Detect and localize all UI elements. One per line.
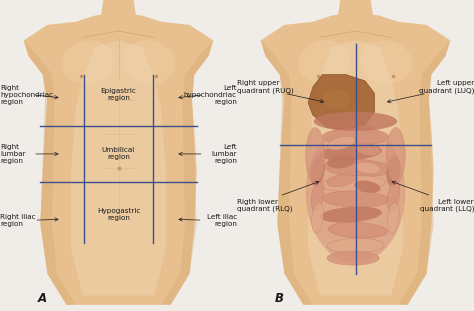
Ellipse shape xyxy=(355,143,380,156)
Polygon shape xyxy=(308,75,374,131)
Text: Epigastric
region: Epigastric region xyxy=(100,88,137,101)
Polygon shape xyxy=(398,40,450,305)
Text: Left
lumbar
region: Left lumbar region xyxy=(211,144,237,164)
Ellipse shape xyxy=(355,162,380,174)
Ellipse shape xyxy=(321,176,385,191)
Text: Rigth lower
quadrant (RLQ): Rigth lower quadrant (RLQ) xyxy=(237,198,292,212)
Ellipse shape xyxy=(322,128,389,145)
Ellipse shape xyxy=(306,123,405,263)
Text: A: A xyxy=(38,292,47,305)
Ellipse shape xyxy=(311,156,324,186)
Text: Left
hypochondriac
region: Left hypochondriac region xyxy=(184,85,237,105)
Ellipse shape xyxy=(311,181,324,211)
Ellipse shape xyxy=(327,174,356,187)
Ellipse shape xyxy=(387,156,400,186)
Ellipse shape xyxy=(327,238,384,253)
Ellipse shape xyxy=(360,40,412,84)
Ellipse shape xyxy=(312,202,323,233)
Polygon shape xyxy=(161,40,213,305)
Ellipse shape xyxy=(322,90,351,109)
Polygon shape xyxy=(24,40,76,305)
Ellipse shape xyxy=(386,128,405,183)
Polygon shape xyxy=(24,12,213,305)
Ellipse shape xyxy=(327,136,356,150)
Ellipse shape xyxy=(123,40,175,84)
Ellipse shape xyxy=(327,155,356,168)
Polygon shape xyxy=(261,12,450,305)
Ellipse shape xyxy=(322,191,389,207)
Text: Left lower
quadrant (LLQ): Left lower quadrant (LLQ) xyxy=(419,198,474,212)
Ellipse shape xyxy=(306,128,325,183)
Ellipse shape xyxy=(388,202,399,233)
Ellipse shape xyxy=(355,181,380,193)
Ellipse shape xyxy=(324,159,392,177)
Text: Right
hypochondriac
region: Right hypochondriac region xyxy=(0,85,53,105)
Text: Left iliac
region: Left iliac region xyxy=(207,214,237,227)
Ellipse shape xyxy=(320,144,382,160)
Text: Left upper
quadrant (LUQ): Left upper quadrant (LUQ) xyxy=(419,80,474,94)
Text: Hypogastric
region: Hypogastric region xyxy=(97,208,140,221)
Polygon shape xyxy=(100,0,137,25)
Text: B: B xyxy=(275,292,284,305)
Ellipse shape xyxy=(299,40,351,84)
Ellipse shape xyxy=(387,181,400,211)
Ellipse shape xyxy=(320,207,382,222)
Ellipse shape xyxy=(314,112,397,131)
Text: Umbilical
region: Umbilical region xyxy=(102,147,135,160)
Polygon shape xyxy=(337,0,374,25)
Text: Right
lumbar
region: Right lumbar region xyxy=(0,144,26,164)
Polygon shape xyxy=(261,40,313,305)
Ellipse shape xyxy=(328,222,387,238)
Text: Right iliac
region: Right iliac region xyxy=(0,214,36,227)
Polygon shape xyxy=(71,40,166,295)
Polygon shape xyxy=(308,40,403,295)
Ellipse shape xyxy=(327,251,379,265)
Ellipse shape xyxy=(62,40,114,84)
Text: Right upper
quadrant (RUQ): Right upper quadrant (RUQ) xyxy=(237,80,294,94)
